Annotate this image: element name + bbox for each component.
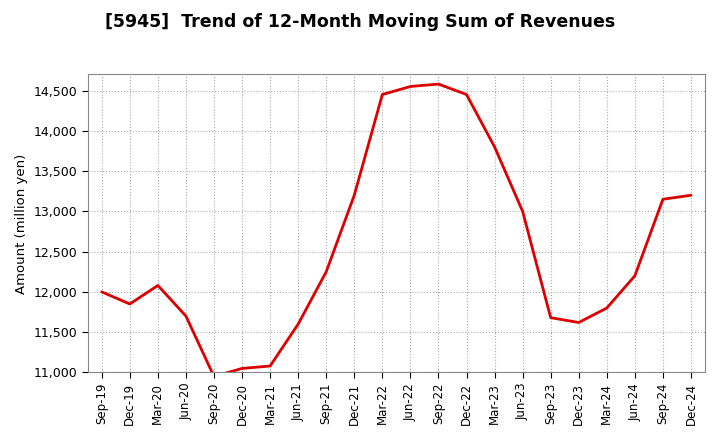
Text: [5945]  Trend of 12-Month Moving Sum of Revenues: [5945] Trend of 12-Month Moving Sum of R… <box>105 13 615 31</box>
Y-axis label: Amount (million yen): Amount (million yen) <box>15 153 28 293</box>
